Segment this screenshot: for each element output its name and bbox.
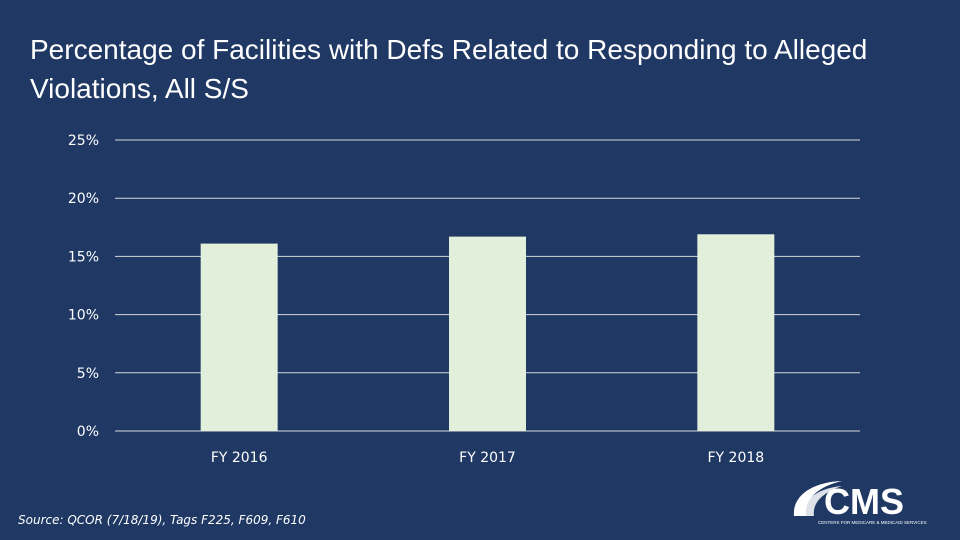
bars [200, 234, 775, 431]
y-tick-label: 20% [68, 191, 99, 207]
y-tick-label: 15% [68, 249, 99, 265]
bar-fy-2018 [697, 234, 775, 431]
x-category-label: FY 2016 [211, 450, 268, 466]
logo-subtitle: CENTERS FOR MEDICARE & MEDICAID SERVICES [818, 520, 927, 525]
y-tick-label: 5% [77, 366, 99, 382]
logo-wordmark: CMS [824, 481, 904, 522]
y-tick-label: 25% [68, 133, 99, 149]
x-axis-category-labels: FY 2016 FY 2017 FY 2018 [211, 450, 764, 466]
bar-fy-2016 [200, 243, 278, 431]
cms-logo: CMS CENTERS FOR MEDICARE & MEDICAID SERV… [790, 476, 950, 528]
x-category-label: FY 2017 [459, 450, 516, 466]
y-tick-label: 10% [68, 308, 99, 324]
y-axis-tick-labels: 0% 5% 10% 15% 20% 25% [68, 133, 99, 440]
bar-fy-2017 [449, 236, 526, 431]
y-tick-label: 0% [77, 424, 99, 440]
cms-swoosh-icon: CMS CENTERS FOR MEDICARE & MEDICAID SERV… [793, 481, 927, 525]
x-category-label: FY 2018 [707, 450, 764, 466]
source-note: Source: QCOR (7/18/19), Tags F225, F609,… [18, 513, 306, 527]
bar-chart: 0% 5% 10% 15% 20% 25% FY 2016 FY 2017 FY 2018 [68, 133, 860, 466]
slide-title: Percentage of Facilities with Defs Relat… [30, 34, 868, 104]
